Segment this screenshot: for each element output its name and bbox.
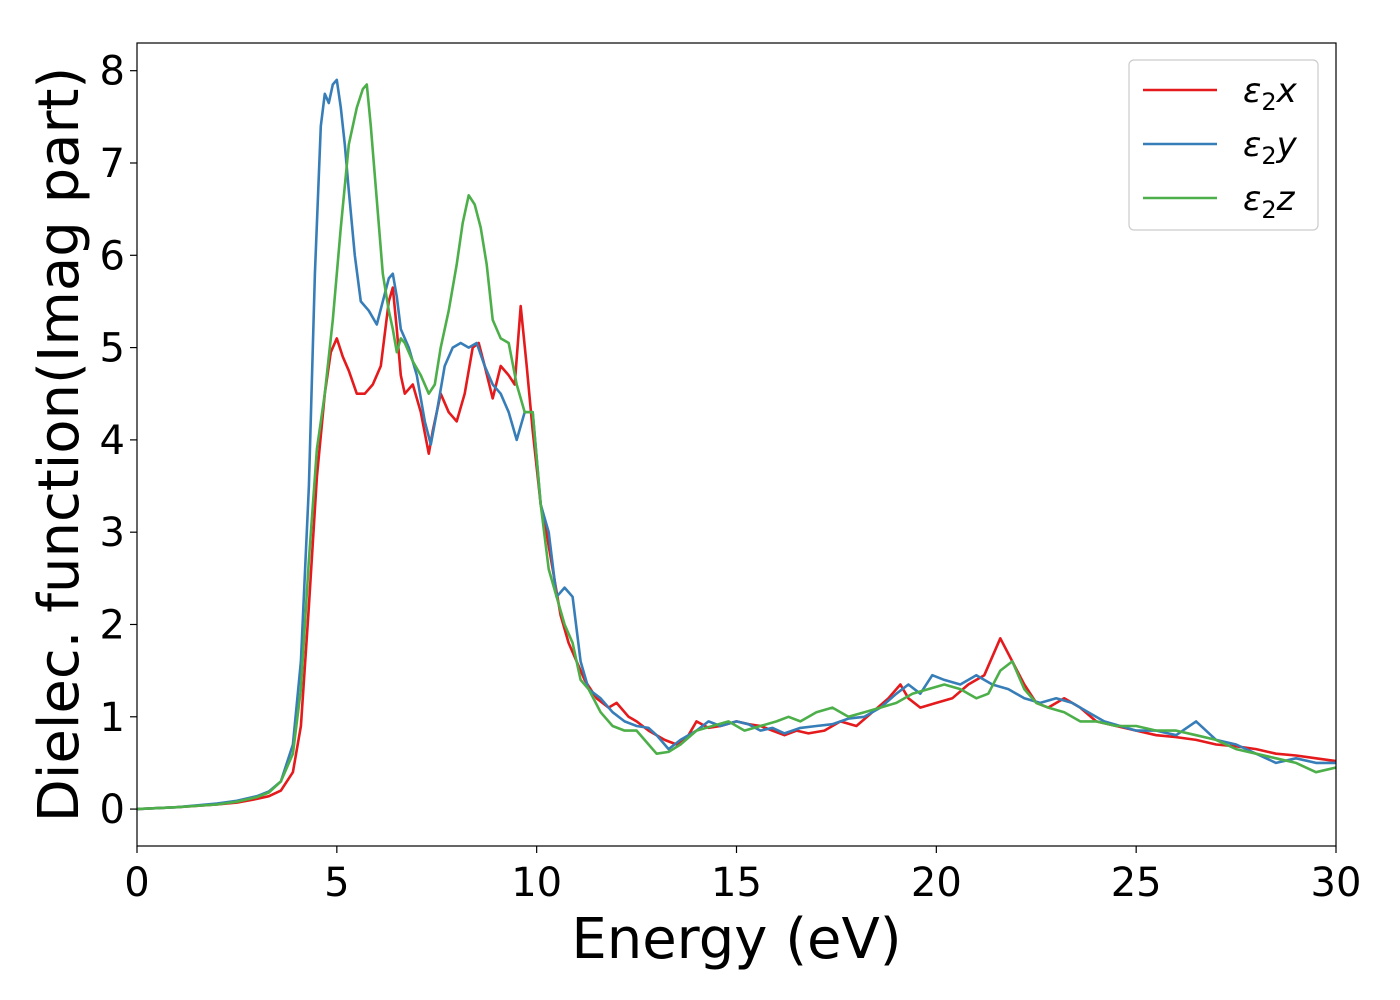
- legend: ε2x ε2y ε2z: [1128, 59, 1319, 231]
- y-tick-label: 6: [100, 233, 125, 279]
- y-tick-label: 7: [100, 141, 125, 187]
- y-tick-label: 0: [100, 787, 125, 833]
- series-line-z: [137, 83, 1336, 811]
- series-layer: [137, 78, 1336, 811]
- y-tick-label: 8: [100, 49, 125, 95]
- x-tick-label: 5: [324, 860, 349, 906]
- series-line-y: [137, 78, 1336, 811]
- legend-label-z: ε2z: [1243, 179, 1296, 224]
- y-tick-label: 5: [100, 326, 125, 372]
- legend-frame: [1128, 59, 1319, 231]
- series-line-x: [137, 286, 1336, 811]
- x-tick-label: 15: [711, 860, 762, 906]
- y-tick-label: 4: [100, 418, 125, 464]
- legend-label-x: ε2x: [1243, 71, 1298, 116]
- y-tick-label: 3: [100, 510, 125, 556]
- x-tick-label: 0: [124, 860, 149, 906]
- x-tick-label: 20: [911, 860, 962, 906]
- y-axis-ticks: 0 1 2 3 4 5 6 7 8: [100, 49, 137, 833]
- y-tick-label: 1: [100, 695, 125, 741]
- x-axis-ticks: 0 5 10 15 20 25 30: [124, 846, 1361, 906]
- x-axis-label: Energy (eV): [571, 907, 901, 972]
- y-axis-label: Dielec. function(Imag part): [27, 67, 92, 823]
- x-tick-label: 25: [1111, 860, 1162, 906]
- x-tick-label: 10: [511, 860, 562, 906]
- y-tick-label: 2: [100, 602, 125, 648]
- legend-label-y: ε2y: [1243, 125, 1298, 170]
- x-tick-label: 30: [1311, 860, 1362, 906]
